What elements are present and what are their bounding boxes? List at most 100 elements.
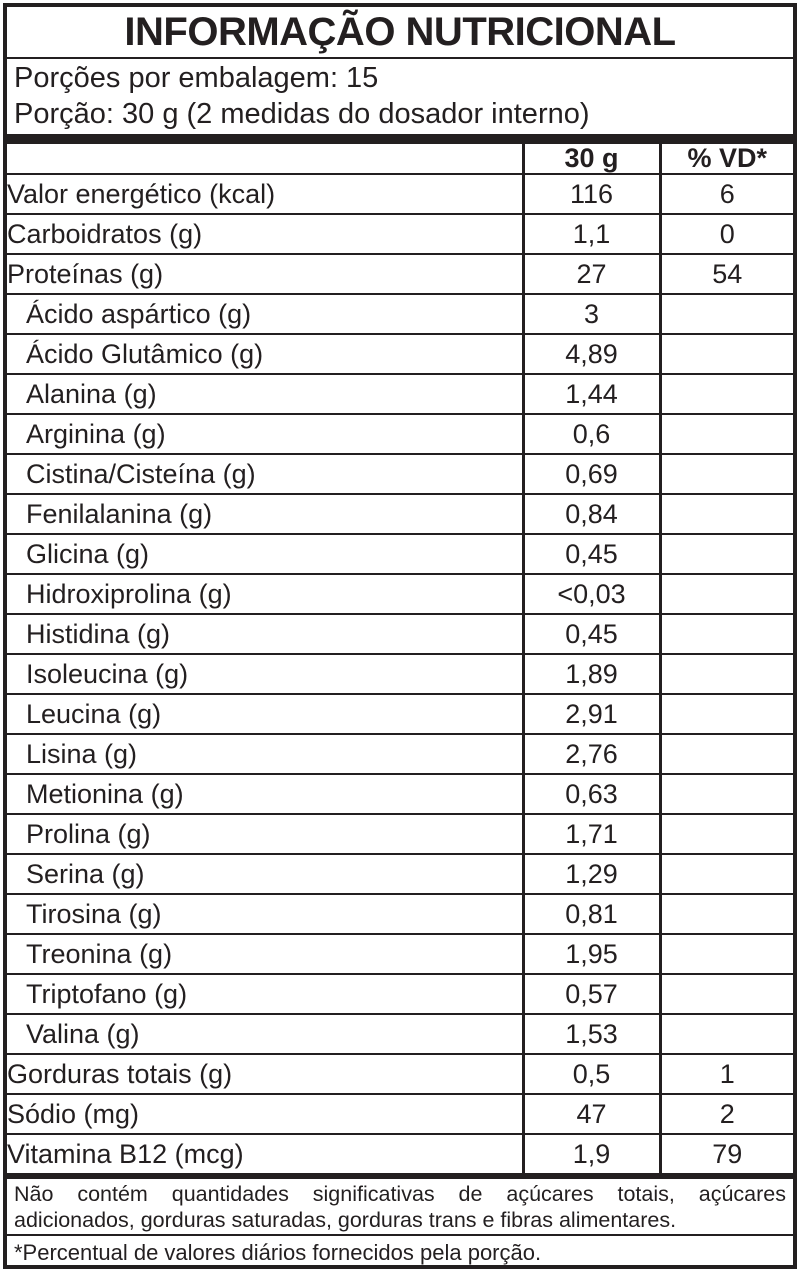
column-header-amount: 30 g <box>521 144 660 175</box>
nutrient-label: Alanina (g) <box>7 374 523 415</box>
table-row: Hidroxiprolina (g) <0,03 <box>7 574 793 615</box>
table-row: Cistina/Cisteína (g) 0,69 <box>7 454 793 495</box>
nutrient-label: Carboidratos (g) <box>7 214 523 255</box>
table-row: Lisina (g) 2,76 <box>7 734 793 775</box>
nutrient-percent-vd <box>658 814 793 855</box>
nutrient-label: Ácido aspártico (g) <box>7 294 523 335</box>
nutrient-amount: 2,91 <box>521 694 660 735</box>
table-bottom-bar <box>7 1173 793 1179</box>
servings-section: Porções por embalagem: 15 Porção: 30 g (… <box>7 59 793 134</box>
nutrient-percent-vd: 1 <box>658 1054 793 1095</box>
nutrient-label: Proteínas (g) <box>7 254 523 295</box>
nutrient-percent-vd <box>658 414 793 455</box>
nutrient-percent-vd <box>658 614 793 655</box>
nutrient-label: Lisina (g) <box>7 734 523 775</box>
nutrient-amount: 47 <box>521 1094 660 1135</box>
nutrient-percent-vd <box>658 534 793 575</box>
nutrient-percent-vd <box>658 934 793 975</box>
nutrient-label: Metionina (g) <box>7 774 523 815</box>
nutrient-label: Serina (g) <box>7 854 523 895</box>
nutrient-amount: 1,53 <box>521 1014 660 1055</box>
nutrient-percent-vd: 54 <box>658 254 793 295</box>
serving-size: Porção: 30 g (2 medidas do dosador inter… <box>14 98 590 130</box>
table-row: Serina (g) 1,29 <box>7 854 793 895</box>
nutrient-amount: 0,6 <box>521 414 660 455</box>
nutrient-label: Leucina (g) <box>7 694 523 735</box>
nutrient-label: Isoleucina (g) <box>7 654 523 695</box>
nutrient-label: Tirosina (g) <box>7 894 523 935</box>
nutrient-label: Prolina (g) <box>7 814 523 855</box>
table-row: Histidina (g) 0,45 <box>7 614 793 655</box>
nutrient-label: Gorduras totais (g) <box>7 1054 523 1095</box>
nutrition-table: 30 g % VD* Valor energético (kcal) 116 6… <box>7 144 793 1173</box>
nutrient-percent-vd <box>658 1014 793 1055</box>
nutrient-percent-vd <box>658 694 793 735</box>
nutrient-amount: 1,95 <box>521 934 660 975</box>
nutrient-percent-vd <box>658 894 793 935</box>
nutrient-label: Histidina (g) <box>7 614 523 655</box>
nutrient-amount: 116 <box>521 174 660 215</box>
nutrient-label: Sódio (mg) <box>7 1094 523 1135</box>
table-row: Isoleucina (g) 1,89 <box>7 654 793 695</box>
table-row: Alanina (g) 1,44 <box>7 374 793 415</box>
column-header-percent-vd: % VD* <box>658 144 793 175</box>
nutrient-label: Valor energético (kcal) <box>7 174 523 215</box>
nutrient-label: Hidroxiprolina (g) <box>7 574 523 615</box>
table-row: Treonina (g) 1,95 <box>7 934 793 975</box>
nutrient-percent-vd <box>658 454 793 495</box>
nutrient-percent-vd <box>658 494 793 535</box>
table-row: Ácido aspártico (g) 3 <box>7 294 793 335</box>
nutrient-percent-vd <box>658 574 793 615</box>
nutrient-amount: 1,44 <box>521 374 660 415</box>
header-row: 30 g % VD* <box>7 144 793 175</box>
nutrition-table-body: Valor energético (kcal) 116 6 Carboidrat… <box>7 174 793 1173</box>
footnote-no-significant-amounts: Não contém quantidades significativas de… <box>14 1182 786 1232</box>
nutrient-amount: 0,45 <box>521 614 660 655</box>
nutrient-percent-vd <box>658 654 793 695</box>
nutrient-amount: 1,71 <box>521 814 660 855</box>
label-title: INFORMAÇÃO NUTRICIONAL <box>124 10 676 54</box>
nutrient-amount: 27 <box>521 254 660 295</box>
nutrient-label: Ácido Glutâmico (g) <box>7 334 523 375</box>
nutrient-amount: 3 <box>521 294 660 335</box>
nutrient-percent-vd: 79 <box>658 1134 793 1173</box>
nutrient-percent-vd: 0 <box>658 214 793 255</box>
table-row: Ácido Glutâmico (g) 4,89 <box>7 334 793 375</box>
header-separator-bar <box>7 134 793 144</box>
table-row: Leucina (g) 2,91 <box>7 694 793 735</box>
nutrient-label: Glicina (g) <box>7 534 523 575</box>
nutrient-amount: <0,03 <box>521 574 660 615</box>
nutrient-amount: 1,9 <box>521 1134 660 1173</box>
table-row: Glicina (g) 0,45 <box>7 534 793 575</box>
table-row: Vitamina B12 (mcg) 1,9 79 <box>7 1134 793 1173</box>
nutrient-amount: 0,57 <box>521 974 660 1015</box>
nutrient-percent-vd <box>658 294 793 335</box>
column-header-nutrient <box>7 144 523 175</box>
table-row: Valina (g) 1,53 <box>7 1014 793 1055</box>
title-divider <box>7 57 793 59</box>
table-row: Proteínas (g) 27 54 <box>7 254 793 295</box>
nutrient-percent-vd <box>658 734 793 775</box>
table-row: Valor energético (kcal) 116 6 <box>7 174 793 215</box>
table-row: Prolina (g) 1,71 <box>7 814 793 855</box>
nutrient-percent-vd <box>658 374 793 415</box>
nutrient-percent-vd: 6 <box>658 174 793 215</box>
nutrient-percent-vd <box>658 974 793 1015</box>
nutrient-label: Arginina (g) <box>7 414 523 455</box>
nutrient-amount: 0,63 <box>521 774 660 815</box>
nutrient-amount: 0,84 <box>521 494 660 535</box>
nutrient-label: Treonina (g) <box>7 934 523 975</box>
table-row: Arginina (g) 0,6 <box>7 414 793 455</box>
footnote-percent-daily-values: *Percentual de valores diários fornecido… <box>14 1240 542 1265</box>
footnote-divider <box>7 1234 793 1236</box>
nutrient-label: Valina (g) <box>7 1014 523 1055</box>
nutrition-table-header: 30 g % VD* <box>7 144 793 175</box>
nutrient-amount: 0,5 <box>521 1054 660 1095</box>
table-row: Metionina (g) 0,63 <box>7 774 793 815</box>
servings-per-package: Porções por embalagem: 15 <box>14 62 379 94</box>
nutrient-percent-vd: 2 <box>658 1094 793 1135</box>
table-row: Triptofano (g) 0,57 <box>7 974 793 1015</box>
table-row: Tirosina (g) 0,81 <box>7 894 793 935</box>
nutrient-amount: 1,29 <box>521 854 660 895</box>
